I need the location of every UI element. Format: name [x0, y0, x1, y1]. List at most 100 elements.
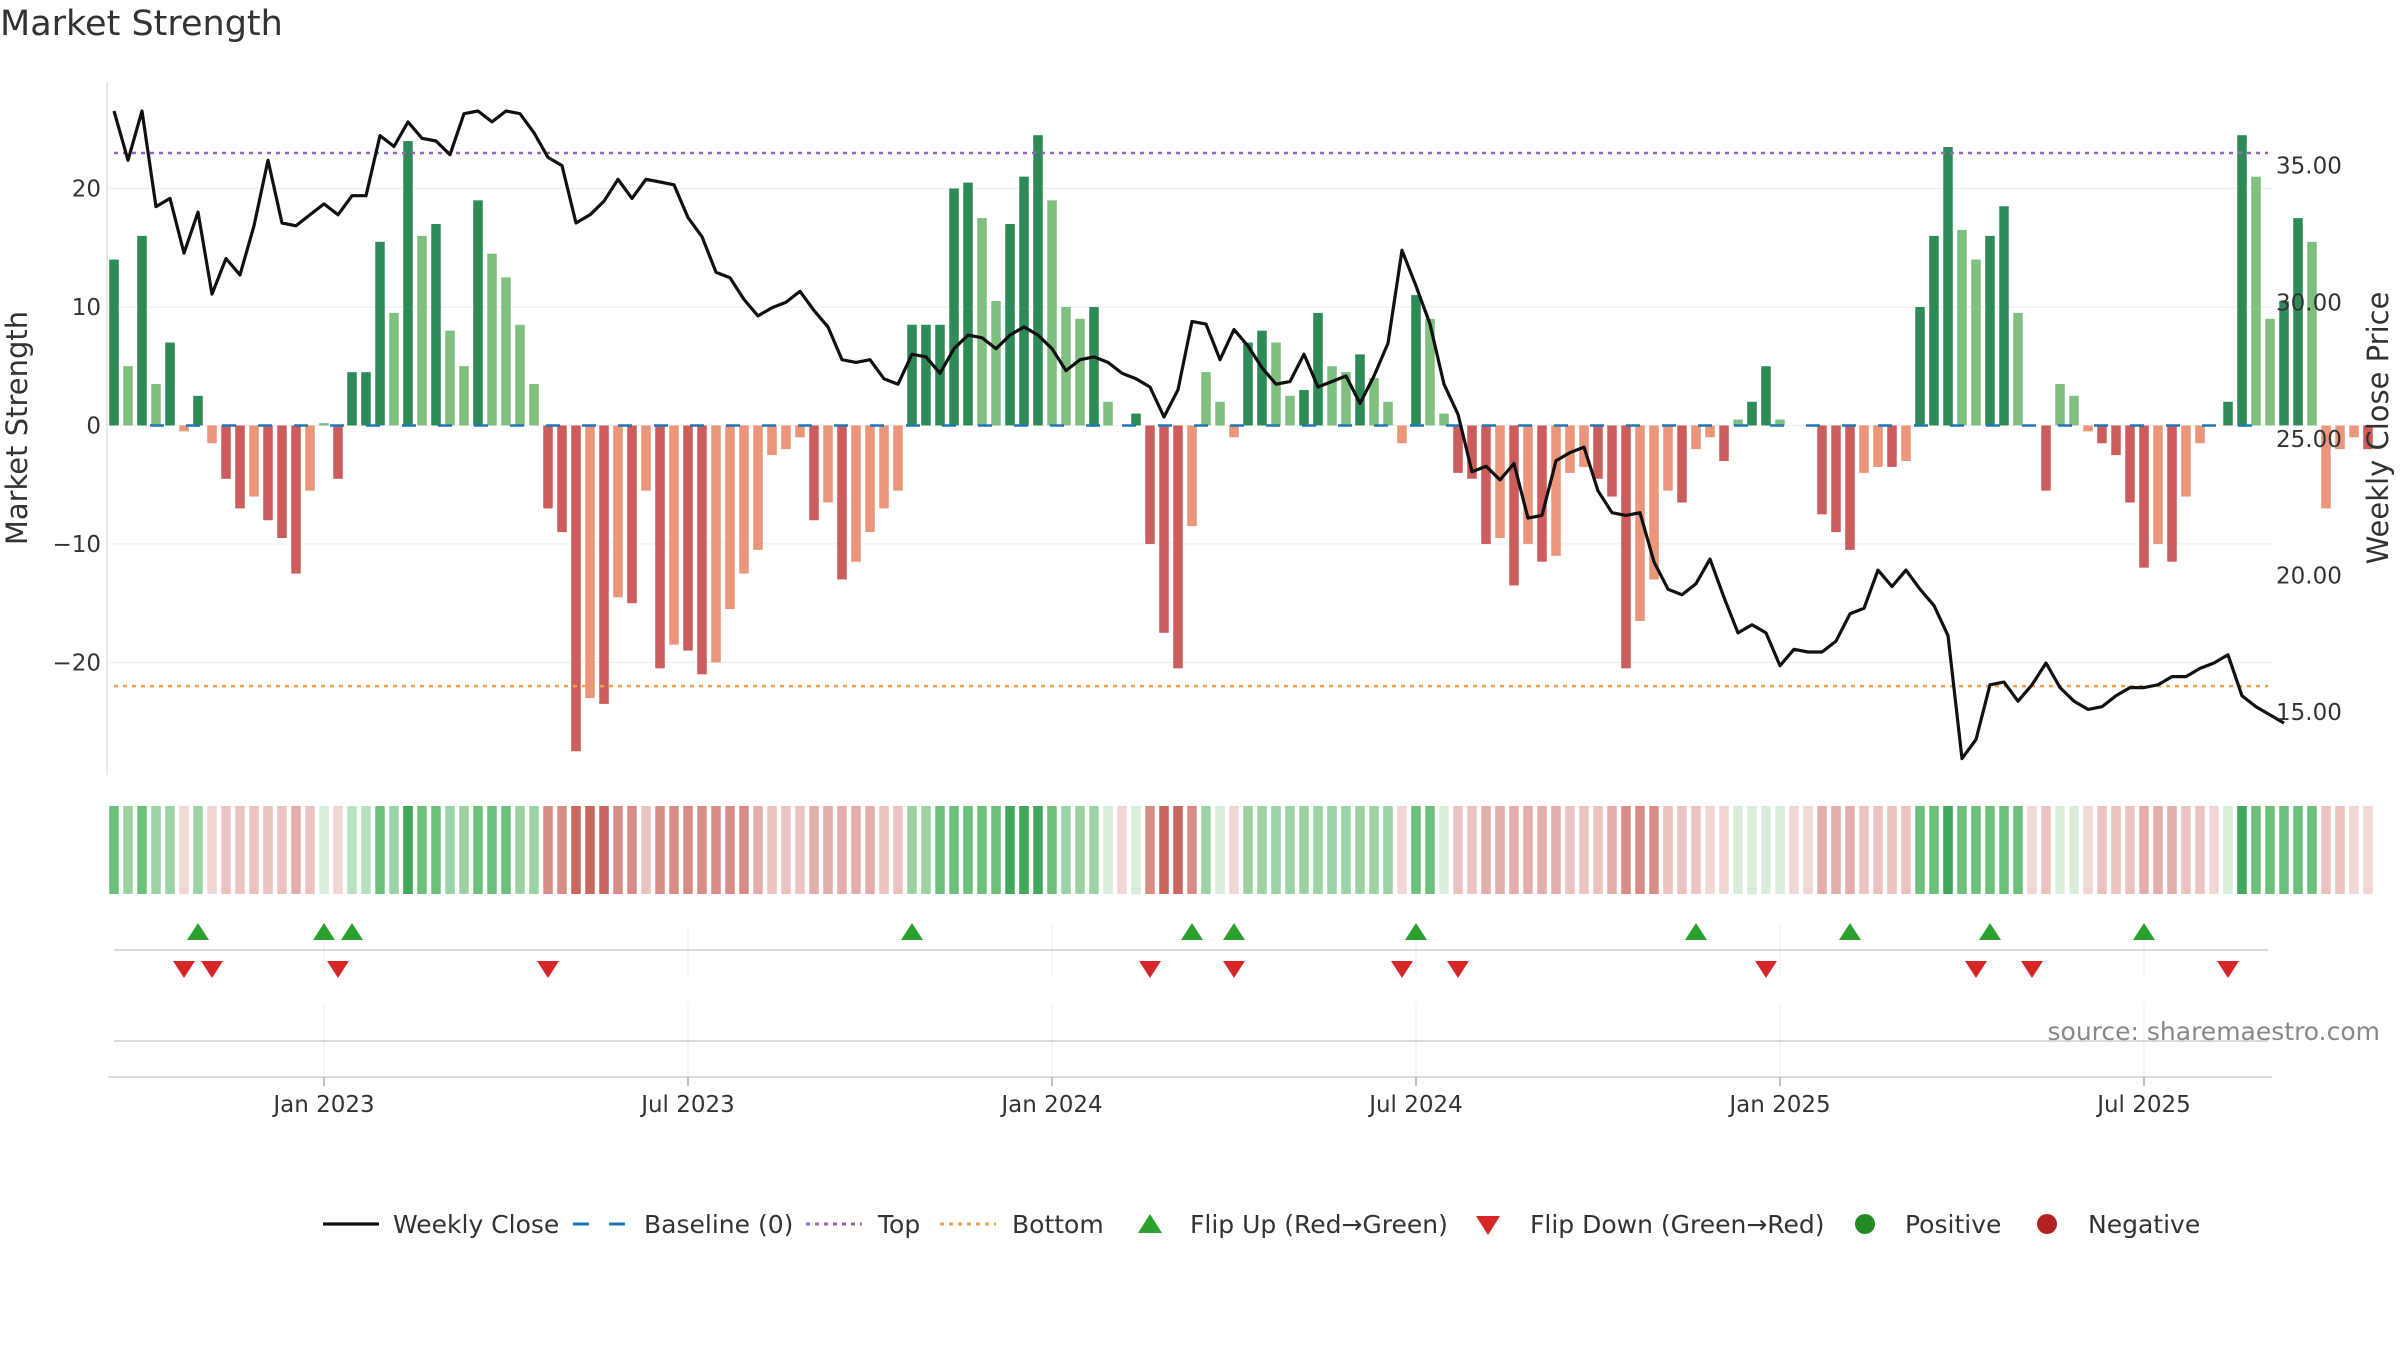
- signal-strip-cell: [1915, 806, 1925, 894]
- strength-bar: [2265, 318, 2275, 426]
- strength-bar: [2055, 383, 2065, 426]
- signal-strip-cell: [1635, 806, 1645, 894]
- strength-bar: [2013, 312, 2023, 426]
- strength-bar: [165, 342, 175, 426]
- signal-strip-cell: [641, 806, 651, 894]
- strength-bar: [949, 188, 959, 426]
- signal-strip-cell: [1747, 806, 1757, 894]
- flip-down-marker: [1391, 961, 1413, 978]
- strength-bar: [1831, 425, 1841, 533]
- signal-strip-cell: [473, 806, 483, 894]
- strength-bar: [277, 425, 287, 539]
- strength-bar: [585, 425, 595, 698]
- signal-strip-cell: [585, 806, 595, 894]
- strength-bar: [2139, 425, 2149, 568]
- signal-strip-cell: [2139, 806, 2149, 894]
- strength-bar: [2097, 425, 2107, 444]
- flip-up-marker: [313, 923, 335, 940]
- flip-down-marker: [2217, 961, 2239, 978]
- strength-bar: [1061, 306, 1071, 426]
- signal-strip-cell: [1243, 806, 1253, 894]
- strength-bar: [1719, 425, 1729, 462]
- signal-strip-cell: [1551, 806, 1561, 894]
- strength-bar: [1621, 425, 1631, 669]
- y-tick-right-label: 25.00: [2276, 427, 2342, 453]
- strength-bar: [1971, 259, 1981, 426]
- strength-bar: [1005, 224, 1015, 426]
- flip-markers: [114, 923, 2268, 978]
- strength-bar: [1873, 425, 1883, 467]
- signal-strip-cell: [1593, 806, 1603, 894]
- signal-strip-cell: [1971, 806, 1981, 894]
- y-tick-left-label: 20: [72, 176, 101, 202]
- signal-strip-cell: [599, 806, 609, 894]
- strength-bar: [2349, 425, 2359, 438]
- strength-bar: [1131, 413, 1141, 426]
- strength-bar: [1425, 318, 1435, 426]
- signal-strip-cell: [669, 806, 679, 894]
- signal-strip-cell: [1215, 806, 1225, 894]
- legend-swatch-circle: [2037, 1214, 2057, 1234]
- y-tick-right-label: 35.00: [2276, 154, 2342, 180]
- strength-bar: [613, 425, 623, 598]
- legend-label: Weekly Close: [393, 1210, 559, 1239]
- signal-strip-cell: [1579, 806, 1589, 894]
- strength-bar: [823, 425, 833, 503]
- strength-bar: [851, 425, 861, 562]
- x-tick-label: Jul 2025: [2095, 1092, 2191, 1118]
- signal-strip-cell: [1649, 806, 1659, 894]
- x-tick-label: Jan 2024: [999, 1092, 1102, 1118]
- signal-strip-cell: [2125, 806, 2135, 894]
- signal-strip-cell: [935, 806, 945, 894]
- signal-strip-cell: [2223, 806, 2233, 894]
- signal-strip-cell: [459, 806, 469, 894]
- flip-down-marker: [1139, 961, 1161, 978]
- signal-strip-cell: [207, 806, 217, 894]
- strength-bar: [1649, 425, 1659, 580]
- strength-bar: [291, 425, 301, 574]
- strength-bar: [991, 301, 1001, 426]
- strength-bar: [1089, 306, 1099, 426]
- signal-strip-cell: [417, 806, 427, 894]
- strength-bar: [893, 425, 903, 491]
- legend-label: Flip Up (Red→Green): [1190, 1210, 1448, 1239]
- signal-strip-cell: [1075, 806, 1085, 894]
- strength-bar: [711, 425, 721, 663]
- signal-strip-cell: [1733, 806, 1743, 894]
- strength-bar: [963, 182, 973, 426]
- strength-bar: [109, 259, 119, 426]
- signal-strip-cell: [1313, 806, 1323, 894]
- strength-bar: [907, 324, 917, 426]
- signal-strip-cell: [1201, 806, 1211, 894]
- strength-bar: [1943, 147, 1953, 426]
- flip-down-marker: [327, 961, 349, 978]
- strength-bar: [1341, 372, 1351, 426]
- flip-up-marker: [341, 923, 363, 940]
- strength-bar: [809, 425, 819, 521]
- signal-strip-cell: [1411, 806, 1421, 894]
- strength-bar: [1103, 401, 1113, 426]
- y-tick-right-label: 20.00: [2276, 564, 2342, 590]
- strength-bar: [1299, 389, 1309, 426]
- strength-bar: [879, 425, 889, 509]
- signal-strip-cell: [2027, 806, 2037, 894]
- strength-bar: [1033, 135, 1043, 426]
- signal-strip-cell: [1061, 806, 1071, 894]
- strength-bar: [1383, 401, 1393, 426]
- signal-strip-cell: [1621, 806, 1631, 894]
- strength-bar: [249, 425, 259, 497]
- signal-strip-cell: [1173, 806, 1183, 894]
- strength-bar: [2041, 425, 2051, 491]
- strength-bar: [2223, 401, 2233, 426]
- signal-strip-cell: [501, 806, 511, 894]
- signal-strip-cell: [2209, 806, 2219, 894]
- signal-strip-cell: [1341, 806, 1351, 894]
- strength-bar: [151, 383, 161, 426]
- strength-bar: [1467, 425, 1477, 479]
- signal-strip-cell: [1159, 806, 1169, 894]
- strength-bar: [1537, 425, 1547, 562]
- strength-bar: [1201, 372, 1211, 426]
- signal-strip-cell: [613, 806, 623, 894]
- strength-bar: [1985, 235, 1995, 426]
